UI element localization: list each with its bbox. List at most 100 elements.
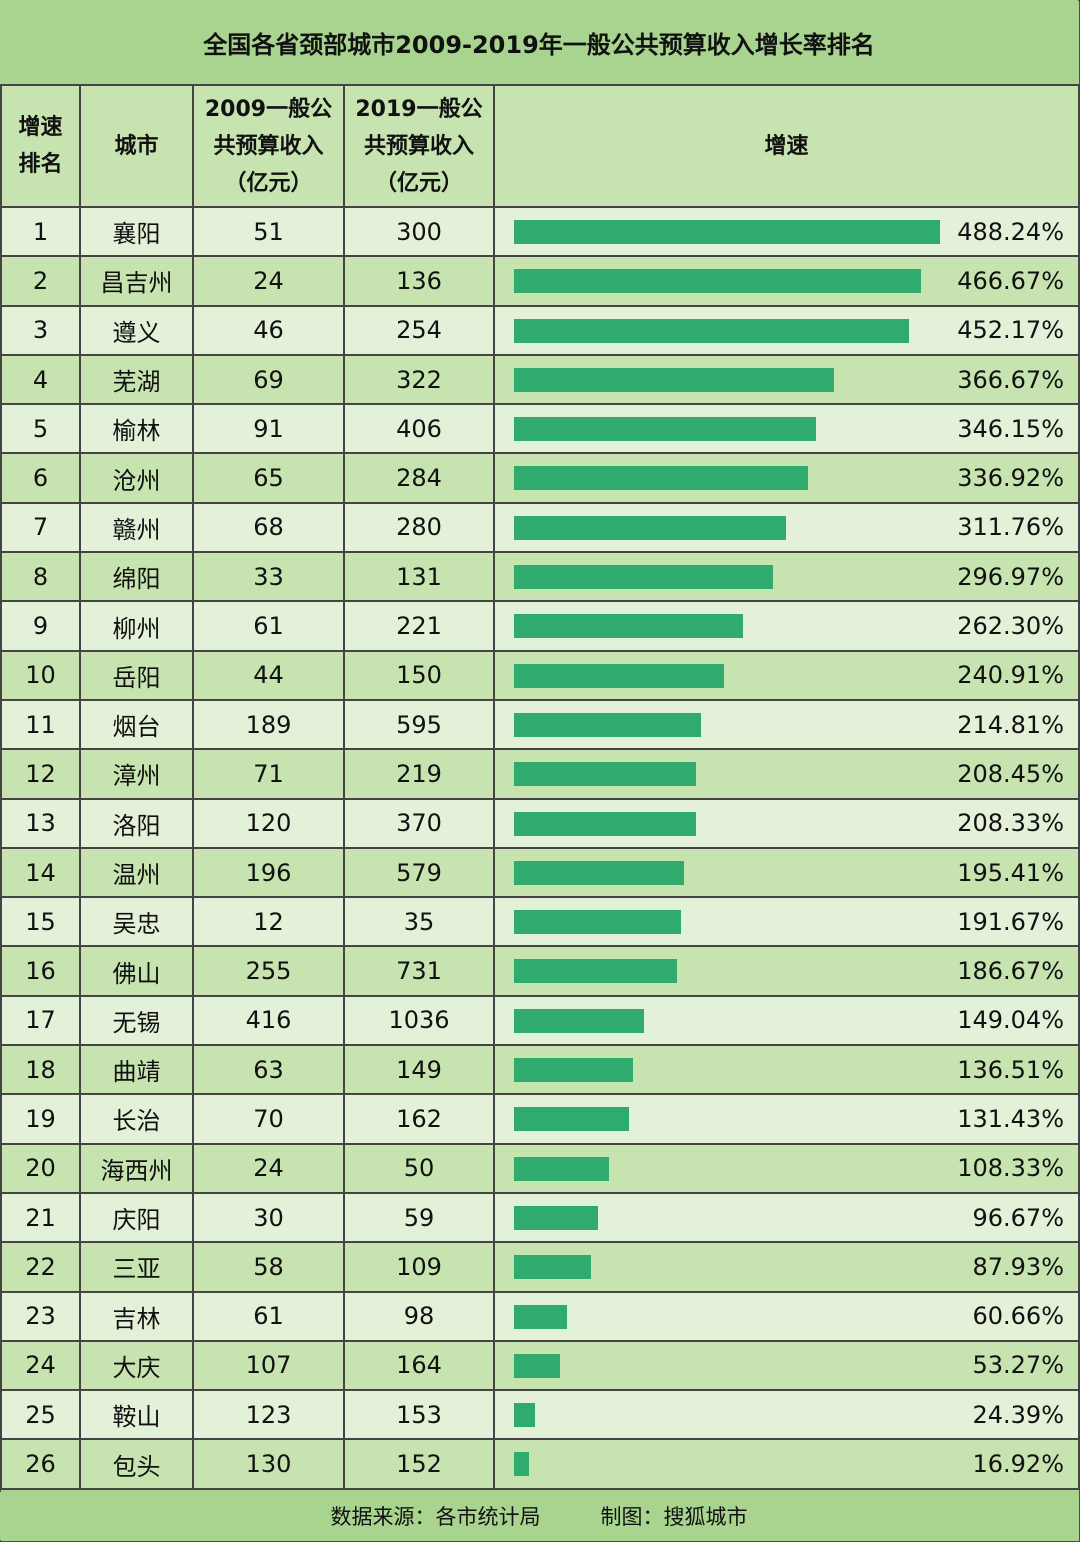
- growth-label: 240.91%: [957, 661, 1064, 690]
- header-city: 城市: [79, 84, 194, 208]
- growth-bar: [514, 1008, 644, 1033]
- city-cell: 无锡: [79, 994, 194, 1047]
- chart-footer: 数据来源：各市统计局 制图：搜狐城市: [0, 1492, 1078, 1540]
- rank-cell: 4: [0, 353, 81, 406]
- city-cell: 长治: [79, 1093, 194, 1145]
- growth-bar: [514, 860, 684, 885]
- city-cell: 岳阳: [79, 649, 194, 701]
- growth-cell: 87.93%: [493, 1241, 1080, 1293]
- growth-bar: [514, 417, 816, 442]
- city-cell: 襄阳: [79, 205, 194, 258]
- growth-bar: [514, 1058, 633, 1083]
- city-cell: 柳州: [79, 600, 194, 652]
- rev2009-cell: 61: [192, 1290, 345, 1342]
- rev2009-cell: 107: [192, 1339, 345, 1392]
- rev2009-cell: 46: [192, 304, 345, 356]
- rank-cell: 9: [0, 600, 81, 652]
- growth-cell: 262.30%: [493, 600, 1080, 652]
- growth-cell: 149.04%: [493, 994, 1080, 1047]
- table-row: 7 赣州 68 280 311.76%: [0, 501, 1080, 554]
- rank-cell: 3: [0, 304, 81, 356]
- city-cell: 庆阳: [79, 1191, 194, 1244]
- growth-bar: [514, 1452, 529, 1477]
- rev2019-cell: 164: [343, 1339, 495, 1392]
- rev2019-cell: 254: [343, 304, 495, 356]
- rank-cell: 16: [0, 945, 81, 997]
- rev2019-cell: 162: [343, 1093, 495, 1145]
- growth-label: 149.04%: [957, 1006, 1064, 1035]
- growth-bar: [514, 1255, 591, 1280]
- growth-cell: 96.67%: [493, 1191, 1080, 1244]
- growth-label: 296.97%: [957, 562, 1064, 591]
- rev2019-cell: 300: [343, 205, 495, 258]
- rank-cell: 20: [0, 1142, 81, 1194]
- chart-title: 全国各省颈部城市2009-2019年一般公共预算收入增长率排名: [0, 0, 1078, 86]
- growth-label: 208.45%: [957, 759, 1064, 788]
- growth-label: 214.81%: [957, 710, 1064, 739]
- city-cell: 烟台: [79, 698, 194, 751]
- rev2019-cell: 284: [343, 452, 495, 504]
- growth-cell: 108.33%: [493, 1142, 1080, 1194]
- growth-label: 191.67%: [957, 907, 1064, 936]
- table-row: 6 沧州 65 284 336.92%: [0, 452, 1080, 504]
- rev2019-cell: 406: [343, 403, 495, 455]
- rev2009-cell: 130: [192, 1438, 345, 1490]
- growth-label: 96.67%: [972, 1203, 1064, 1232]
- rev2019-cell: 131: [343, 551, 495, 603]
- city-cell: 包头: [79, 1438, 194, 1490]
- table-row: 22 三亚 58 109 87.93%: [0, 1241, 1080, 1293]
- table-row: 18 曲靖 63 149 136.51%: [0, 1044, 1080, 1096]
- rev2009-cell: 33: [192, 551, 345, 603]
- rev2009-cell: 58: [192, 1241, 345, 1293]
- growth-bar: [514, 811, 696, 836]
- growth-cell: 195.41%: [493, 846, 1080, 899]
- rev2019-cell: 322: [343, 353, 495, 406]
- table-row: 17 无锡 416 1036 149.04%: [0, 994, 1080, 1047]
- growth-label: 16.92%: [972, 1450, 1064, 1479]
- rank-cell: 22: [0, 1241, 81, 1293]
- rev2019-cell: 219: [343, 748, 495, 800]
- city-cell: 绵阳: [79, 551, 194, 603]
- growth-bar: [514, 1353, 560, 1378]
- rank-cell: 2: [0, 255, 81, 307]
- growth-label: 60.66%: [972, 1302, 1064, 1331]
- rev2009-cell: 12: [192, 896, 345, 948]
- rev2019-cell: 221: [343, 600, 495, 652]
- city-cell: 鞍山: [79, 1389, 194, 1441]
- city-cell: 温州: [79, 846, 194, 899]
- table-row: 13 洛阳 120 370 208.33%: [0, 797, 1080, 849]
- table-row: 5 榆林 91 406 346.15%: [0, 403, 1080, 455]
- growth-label: 452.17%: [957, 316, 1064, 345]
- city-cell: 三亚: [79, 1241, 194, 1293]
- rev2009-cell: 24: [192, 255, 345, 307]
- city-cell: 赣州: [79, 501, 194, 554]
- rev2019-cell: 731: [343, 945, 495, 997]
- growth-cell: 186.67%: [493, 945, 1080, 997]
- rev2009-cell: 30: [192, 1191, 345, 1244]
- growth-bar: [514, 959, 677, 984]
- growth-cell: 311.76%: [493, 501, 1080, 554]
- growth-bar: [514, 1107, 629, 1132]
- growth-cell: 296.97%: [493, 551, 1080, 603]
- table-row: 20 海西州 24 50 108.33%: [0, 1142, 1080, 1194]
- rev2009-cell: 416: [192, 994, 345, 1047]
- table-row: 11 烟台 189 595 214.81%: [0, 698, 1080, 751]
- growth-cell: 336.92%: [493, 452, 1080, 504]
- growth-cell: 208.45%: [493, 748, 1080, 800]
- growth-label: 195.41%: [957, 858, 1064, 887]
- growth-label: 466.67%: [957, 266, 1064, 295]
- growth-cell: 131.43%: [493, 1093, 1080, 1145]
- rev2019-cell: 149: [343, 1044, 495, 1096]
- rev2009-cell: 255: [192, 945, 345, 997]
- rev2009-cell: 61: [192, 600, 345, 652]
- growth-cell: 53.27%: [493, 1339, 1080, 1392]
- city-cell: 曲靖: [79, 1044, 194, 1096]
- growth-cell: 208.33%: [493, 797, 1080, 849]
- rank-cell: 7: [0, 501, 81, 554]
- city-cell: 海西州: [79, 1142, 194, 1194]
- growth-label: 186.67%: [957, 957, 1064, 986]
- rev2019-cell: 152: [343, 1438, 495, 1490]
- table-header-row: 增速排名 城市 2009一般公共预算收入（亿元） 2019一般公共预算收入（亿元…: [0, 84, 1080, 208]
- city-cell: 洛阳: [79, 797, 194, 849]
- table-row: 23 吉林 61 98 60.66%: [0, 1290, 1080, 1342]
